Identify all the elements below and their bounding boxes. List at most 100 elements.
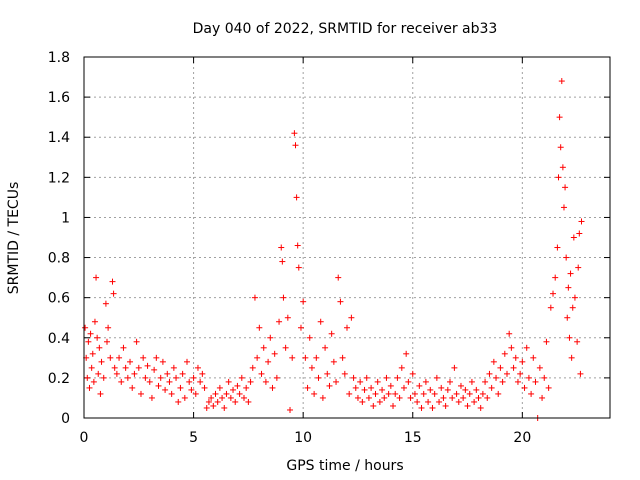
- data-point: [294, 242, 301, 249]
- data-point: [144, 362, 151, 369]
- x-tick-label: 5: [189, 430, 198, 446]
- data-points: [82, 78, 585, 421]
- data-point: [346, 390, 353, 397]
- data-point: [221, 404, 228, 411]
- data-point: [571, 294, 578, 301]
- data-point: [357, 378, 364, 385]
- x-tick-label: 20: [513, 430, 531, 446]
- data-point: [376, 398, 383, 405]
- data-point: [411, 390, 418, 397]
- y-tick-label: 1: [61, 210, 70, 226]
- data-point: [554, 244, 561, 251]
- data-point: [110, 290, 117, 297]
- data-point: [440, 394, 447, 401]
- data-point: [170, 364, 177, 371]
- data-point: [308, 364, 315, 371]
- data-point: [181, 394, 188, 401]
- data-point: [333, 378, 340, 385]
- data-point: [201, 384, 208, 391]
- data-point: [280, 294, 287, 301]
- data-point: [565, 284, 572, 291]
- data-point: [192, 390, 199, 397]
- data-point: [232, 398, 239, 405]
- data-point: [324, 370, 331, 377]
- data-point: [109, 278, 116, 285]
- data-point: [300, 298, 307, 305]
- data-point: [190, 374, 197, 381]
- data-point: [279, 258, 286, 265]
- data-point: [379, 386, 386, 393]
- data-point: [97, 390, 104, 397]
- data-point: [398, 364, 405, 371]
- data-point: [155, 382, 162, 389]
- data-point: [330, 358, 337, 365]
- data-point: [234, 382, 241, 389]
- data-point: [289, 354, 296, 361]
- data-point: [363, 374, 370, 381]
- data-point: [223, 390, 230, 397]
- data-point: [429, 404, 436, 411]
- data-point: [555, 174, 562, 181]
- y-tick-label: 0.2: [48, 371, 70, 387]
- data-point: [120, 344, 127, 351]
- data-point: [151, 366, 158, 373]
- data-point: [282, 344, 289, 351]
- data-point: [284, 314, 291, 321]
- data-point: [184, 358, 191, 365]
- data-point: [466, 390, 473, 397]
- y-tick-label: 0.6: [48, 291, 70, 307]
- data-point: [219, 394, 226, 401]
- data-point: [575, 264, 582, 271]
- data-point: [102, 300, 109, 307]
- data-point: [238, 374, 245, 381]
- data-point: [433, 374, 440, 381]
- data-point: [328, 330, 335, 337]
- data-point: [528, 390, 535, 397]
- data-point: [512, 354, 519, 361]
- data-point: [306, 334, 313, 341]
- data-point: [409, 370, 416, 377]
- data-point: [269, 384, 276, 391]
- data-point: [287, 406, 294, 413]
- data-point: [365, 394, 372, 401]
- y-tick-label: 1.8: [48, 50, 70, 66]
- data-point: [536, 364, 543, 371]
- data-point: [567, 270, 574, 277]
- data-point: [416, 382, 423, 389]
- data-point: [129, 384, 136, 391]
- data-point: [488, 384, 495, 391]
- data-point: [302, 354, 309, 361]
- data-point: [460, 394, 467, 401]
- data-point: [317, 318, 324, 325]
- data-point: [197, 378, 204, 385]
- x-tick-label: 15: [404, 430, 422, 446]
- data-point: [352, 384, 359, 391]
- y-tick-label: 1.4: [48, 130, 70, 146]
- data-point: [510, 364, 517, 371]
- data-point: [107, 354, 114, 361]
- data-point: [462, 386, 469, 393]
- data-point: [116, 354, 123, 361]
- data-point: [166, 378, 173, 385]
- data-point: [359, 398, 366, 405]
- data-point: [140, 354, 147, 361]
- data-point: [297, 324, 304, 331]
- data-point: [293, 194, 300, 201]
- data-point: [521, 384, 528, 391]
- data-point: [453, 390, 460, 397]
- data-point: [148, 394, 155, 401]
- data-point: [88, 364, 95, 371]
- data-point: [495, 390, 502, 397]
- data-point: [420, 390, 427, 397]
- data-point: [84, 374, 91, 381]
- data-point: [449, 394, 456, 401]
- data-point: [135, 364, 142, 371]
- data-point: [82, 324, 89, 331]
- data-point: [122, 364, 129, 371]
- y-axis-label: SRMTID / TECUs: [6, 182, 22, 295]
- data-point: [212, 390, 219, 397]
- data-point: [111, 364, 118, 371]
- data-point: [541, 374, 548, 381]
- data-point: [570, 234, 577, 241]
